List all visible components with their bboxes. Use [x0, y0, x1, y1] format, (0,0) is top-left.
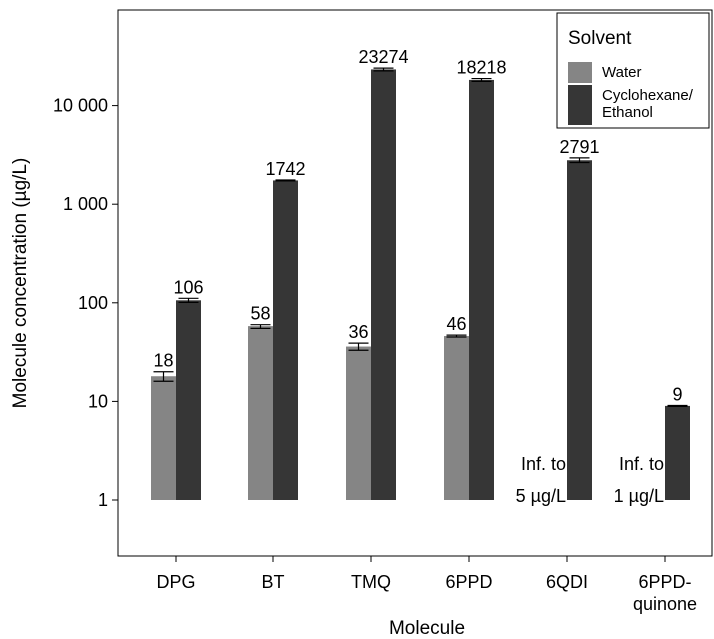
bar-cyclohexane-ethanol	[567, 160, 592, 500]
bar-water	[444, 336, 469, 500]
data-label: 18	[153, 351, 173, 371]
data-label: 106	[173, 277, 203, 297]
y-tick-label: 10	[88, 391, 108, 411]
x-tick-label: TMQ	[351, 572, 391, 592]
x-tick-label: 6PPD-	[638, 572, 691, 592]
data-label: 46	[446, 314, 466, 334]
legend-title: Solvent	[568, 28, 632, 49]
data-label: 2791	[559, 137, 599, 157]
data-label: 1742	[265, 159, 305, 179]
error-bars-layer	[153, 67, 688, 407]
limit-annotation: Inf. to	[521, 454, 566, 474]
bar-water	[248, 326, 273, 500]
y-axis: 1 10 100 1 000 10 000	[53, 96, 118, 510]
value-labels-layer: 18 58 36 46 106 1742 23274 18218 2791 9	[153, 47, 682, 404]
data-label: 36	[348, 322, 368, 342]
bar-water	[346, 346, 371, 500]
x-tick-label: 6PPD	[445, 572, 492, 592]
data-label: 23274	[358, 47, 408, 67]
x-axis-title: Molecule	[389, 618, 465, 639]
legend-label: Cyclohexane/	[602, 87, 694, 104]
y-tick-label: 1	[98, 490, 108, 510]
y-tick-label: 1 000	[63, 194, 108, 214]
legend: Solvent Water Cyclohexane/Ethanol	[556, 12, 710, 129]
legend-label: Water	[602, 64, 641, 81]
data-label: 18218	[456, 58, 506, 78]
bar-cyclohexane-ethanol	[469, 79, 494, 500]
bars-layer	[151, 69, 690, 500]
bar-cyclohexane-ethanol	[665, 405, 690, 500]
legend-key	[568, 62, 592, 83]
limit-annotation: Inf. to	[619, 454, 664, 474]
y-axis-title: Molecule concentration (µg/L)	[10, 158, 31, 409]
limit-annotation: 1 µg/L	[614, 486, 664, 506]
legend-label: Ethanol	[602, 104, 653, 121]
bar-water	[151, 376, 176, 500]
y-tick-label: 100	[78, 293, 108, 313]
x-tick-label: quinone	[633, 594, 697, 614]
x-tick-label: DPG	[156, 572, 195, 592]
bar-cyclohexane-ethanol	[273, 180, 298, 500]
legend-key	[568, 85, 592, 125]
bar-cyclohexane-ethanol	[371, 69, 396, 500]
data-label: 58	[250, 304, 270, 324]
limit-annotation: 5 µg/L	[516, 486, 566, 506]
y-tick-label: 10 000	[53, 96, 108, 116]
data-label: 9	[672, 384, 682, 404]
x-axis: DPG BT TMQ 6PPD 6QDI 6PPD-quinone	[156, 556, 697, 614]
x-tick-label: BT	[261, 572, 284, 592]
bar-cyclohexane-ethanol	[176, 300, 201, 500]
annotations-layer: Inf. to 5 µg/L Inf. to 1 µg/L	[516, 454, 664, 506]
x-tick-label: 6QDI	[546, 572, 588, 592]
